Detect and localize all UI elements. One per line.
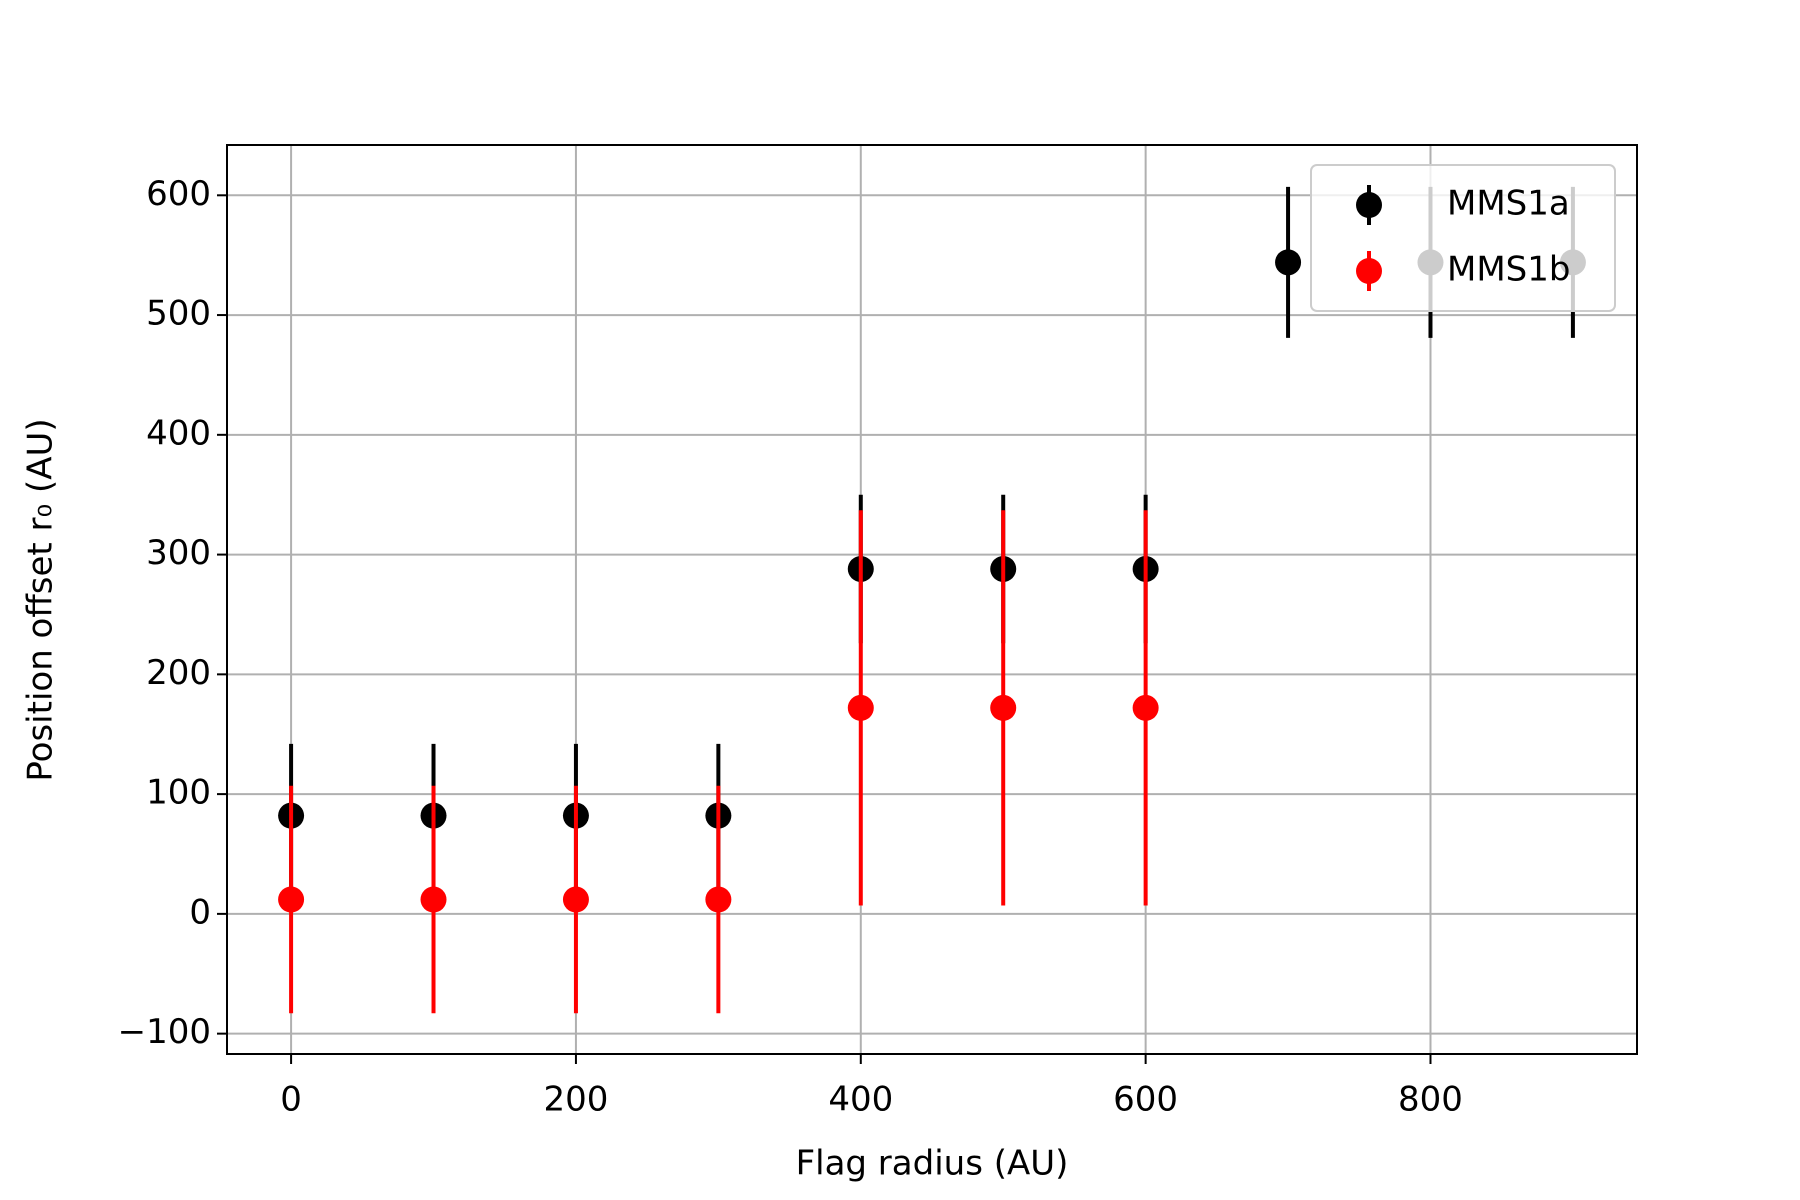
legend-label: MMS1a <box>1447 184 1570 224</box>
y-tick-label: −100 <box>118 1012 211 1052</box>
x-tick-label: 400 <box>828 1080 893 1120</box>
legend-marker <box>1356 258 1382 284</box>
x-axis-label: Flag radius (AU) <box>796 1144 1069 1184</box>
y-tick-label: 400 <box>146 413 211 453</box>
data-point <box>1275 249 1302 276</box>
data-point <box>562 886 589 913</box>
x-tick-label: 0 <box>280 1080 302 1120</box>
x-tick-label: 200 <box>543 1080 608 1120</box>
data-point <box>847 694 874 721</box>
legend-box <box>1310 164 1616 312</box>
y-tick-label: 500 <box>146 294 211 334</box>
data-point <box>1132 694 1159 721</box>
data-point <box>705 886 732 913</box>
legend-label: MMS1b <box>1447 250 1570 290</box>
plot-frame <box>226 144 1638 1055</box>
data-point <box>278 886 305 913</box>
y-axis-label: Position offset r₀ (AU) <box>21 418 61 781</box>
data-point <box>420 886 447 913</box>
data-point <box>990 694 1017 721</box>
y-tick-label: 600 <box>146 174 211 214</box>
y-tick-label: 200 <box>146 653 211 693</box>
y-tick-label: 100 <box>146 773 211 813</box>
x-tick-label: 600 <box>1113 1080 1178 1120</box>
x-tick-label: 800 <box>1398 1080 1463 1120</box>
y-tick-label: 300 <box>146 533 211 573</box>
y-tick-label: 0 <box>189 892 211 932</box>
legend-marker <box>1356 192 1382 218</box>
